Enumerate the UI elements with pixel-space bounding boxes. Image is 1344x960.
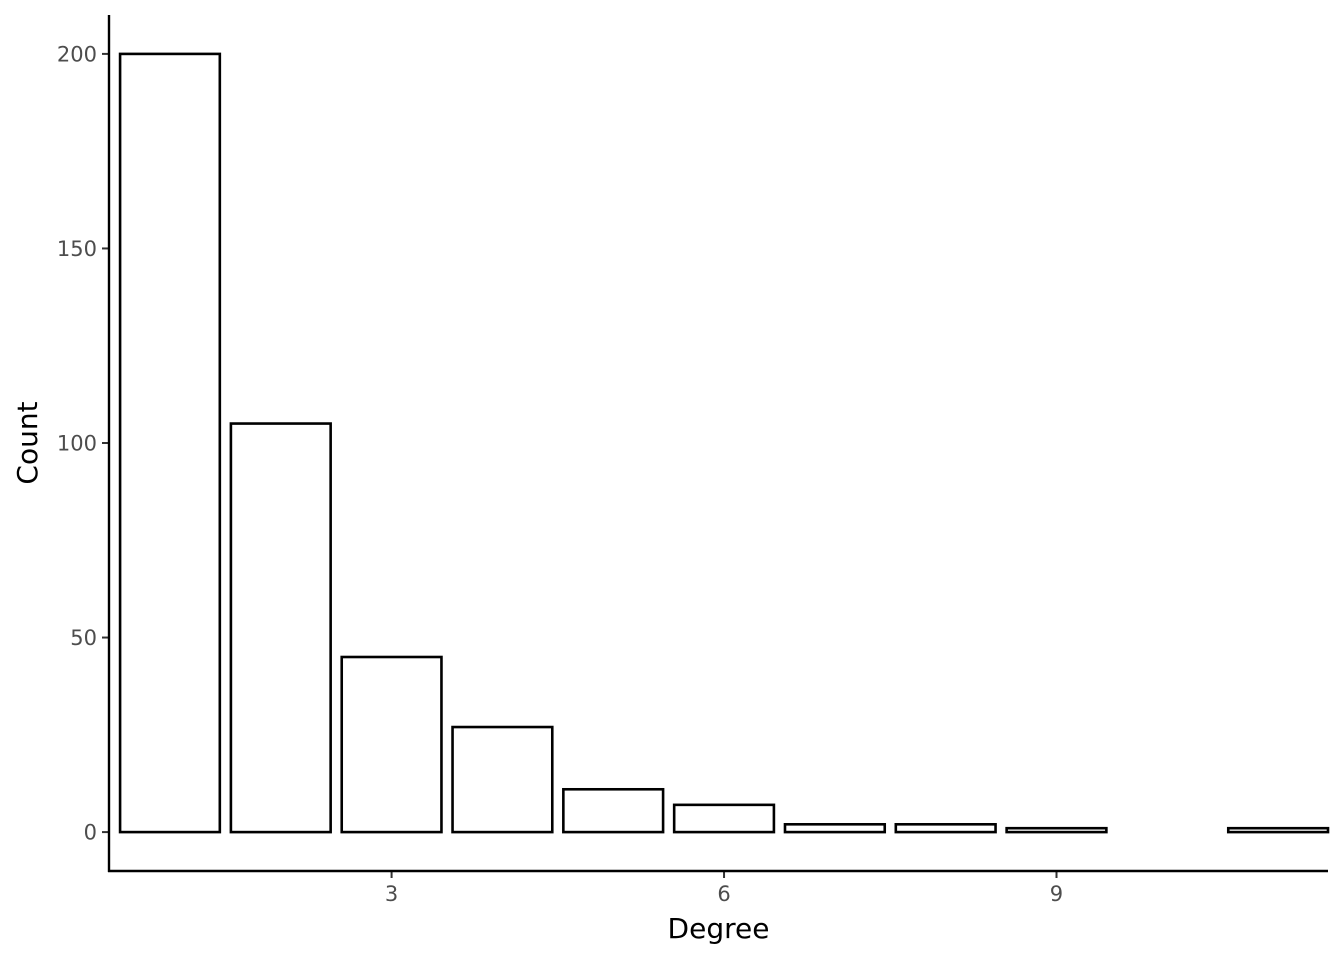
x-tick-label: 6	[717, 882, 730, 906]
bar-degree-1	[118, 52, 222, 834]
y-tick-label: 100	[57, 432, 97, 456]
x-tick-label: 9	[1050, 882, 1063, 906]
bar-degree-8	[894, 823, 997, 834]
x-axis-ticks: 3 6 9	[385, 871, 1063, 906]
bars-layer	[118, 52, 1330, 834]
bar-degree-7	[783, 823, 887, 834]
bar-degree-6	[672, 803, 776, 834]
y-axis-title: Count	[11, 401, 44, 484]
y-tick-label: 150	[57, 237, 97, 261]
bar-degree-3	[340, 655, 443, 834]
y-tick-label: 200	[57, 42, 97, 66]
bar-degree-2	[229, 422, 332, 834]
y-tick-label: 50	[70, 626, 97, 650]
bar-degree-9	[1005, 826, 1108, 834]
x-axis-title: Degree	[668, 912, 770, 945]
y-axis-ticks: 0 50 100 150 200	[57, 42, 109, 845]
bar-degree-5	[562, 787, 665, 834]
bar-degree-11	[1226, 826, 1330, 834]
bar-degree-4	[451, 725, 554, 834]
y-tick-label: 0	[84, 821, 97, 845]
x-tick-label: 3	[385, 882, 398, 906]
